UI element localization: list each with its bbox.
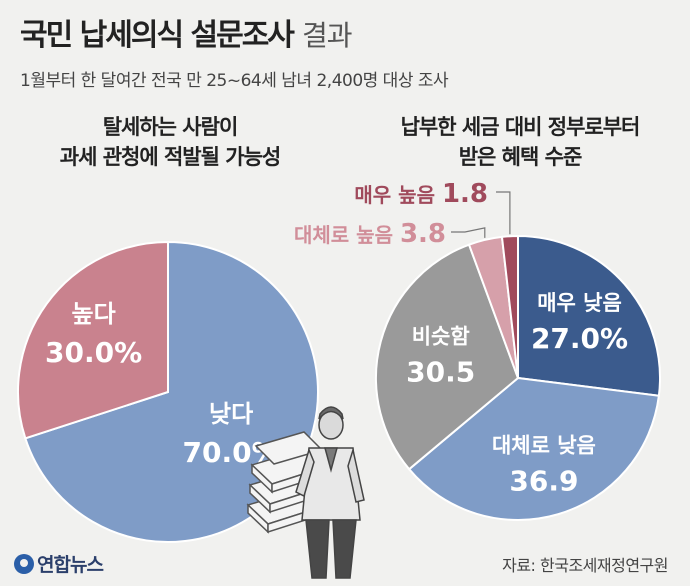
right-slice-2-value: 30.5 [406, 355, 475, 388]
page-title: 국민 납세의식 설문조사 결과 [20, 10, 353, 54]
callout-very-high: 매우 높음 1.8 [354, 179, 488, 209]
callout-high: 대체로 높음 3.8 [294, 219, 446, 249]
left-slice-0-label: 낮다 [209, 400, 253, 428]
small-slice-callouts: 대체로 높음 3.8 매우 높음 1.8 [294, 179, 511, 249]
yonhap-logo: 연합뉴스 [14, 550, 104, 577]
callout-line-high [451, 227, 486, 238]
title-main: 국민 납세의식 설문조사 [20, 18, 295, 53]
title-suffix: 결과 [301, 19, 353, 52]
logo-text: 연합뉴스 [37, 554, 104, 576]
businessman-illustration [246, 406, 365, 579]
left-chart-title: 탈세하는 사람이 과세 관청에 적발될 가능성 [20, 112, 320, 172]
right-slice-2 [375, 243, 520, 471]
right-chart-title: 납부한 세금 대비 정부로부터 받은 혜택 수준 [360, 112, 680, 172]
left-chart-title-line-2: 과세 관청에 적발될 가능성 [59, 145, 281, 169]
right-chart-title-line-1: 납부한 세금 대비 정부로부터 [400, 115, 641, 139]
callout-high-value: 3.8 [400, 219, 446, 249]
source-note: 자료: 한국조세재정연구원 [502, 556, 668, 575]
right-slice-0 [517, 234, 661, 397]
callout-high-label: 대체로 높음 [294, 223, 400, 247]
left-slice-1-label: 높다 [71, 300, 115, 328]
right-chart-title-line-2: 받은 혜택 수준 [458, 145, 583, 169]
right-slice-2-label: 비슷함 [412, 324, 470, 348]
callout-very-high-label: 매우 높음 [354, 183, 442, 207]
right-slice-0-value: 27.0% [531, 322, 628, 355]
right-slice-1 [407, 376, 660, 521]
yonhap-logo-icon [14, 554, 34, 574]
right-pie-chart: 매우 낮음 27.0% 대체로 낮음 36.9 비슷함 30.5 [375, 234, 661, 521]
left-slice-1-value: 30.0% [45, 336, 142, 369]
right-slice-1-label: 대체로 낮음 [492, 433, 596, 457]
callout-line-very-high [496, 191, 511, 235]
right-slice-4 [500, 234, 519, 379]
left-slice-1 [17, 240, 169, 440]
left-chart-title-line-1: 탈세하는 사람이 [102, 115, 239, 139]
right-slice-1-value: 36.9 [509, 464, 578, 497]
right-slice-0-label: 매우 낮음 [537, 291, 622, 315]
subtitle: 1월부터 한 달여간 전국 만 25~64세 남녀 2,400명 대상 조사 [20, 71, 449, 91]
callout-very-high-value: 1.8 [442, 179, 488, 209]
